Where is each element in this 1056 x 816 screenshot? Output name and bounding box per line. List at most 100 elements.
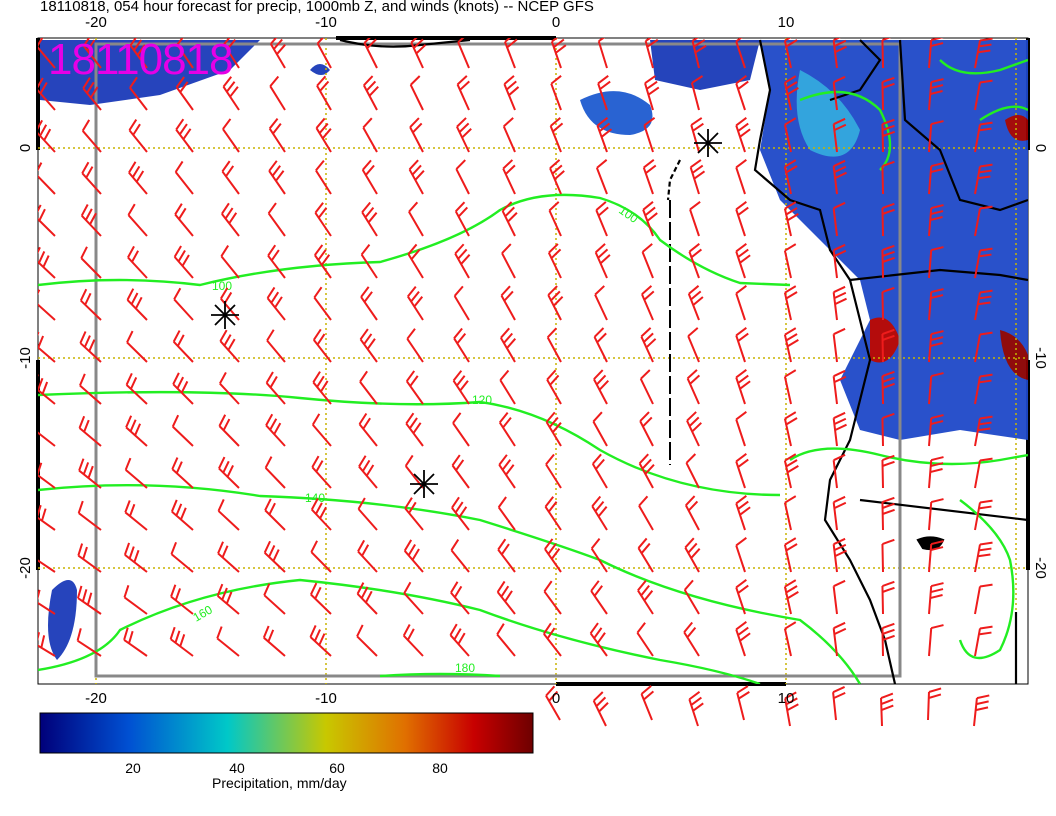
wind-barb	[974, 625, 993, 657]
wind-barbs-outside	[545, 685, 990, 727]
wind-barb	[268, 160, 286, 195]
wind-barb	[974, 38, 993, 69]
wind-barb	[640, 327, 657, 363]
wind-barb	[456, 75, 470, 111]
wind-barb	[125, 372, 148, 405]
wind-barb	[174, 203, 194, 237]
wind-barb	[311, 455, 332, 489]
wind-barb	[315, 117, 332, 153]
lon-tick-top: -10	[315, 14, 337, 31]
wind-barb	[457, 38, 470, 69]
wind-barb	[595, 201, 609, 237]
wind-barb	[504, 38, 518, 69]
contour-180	[379, 672, 501, 678]
wind-barb	[640, 685, 655, 721]
wind-barb	[267, 202, 286, 237]
wind-barb	[176, 38, 194, 69]
wind-barb	[881, 286, 895, 321]
wind-barb	[685, 453, 700, 489]
wind-barb	[783, 159, 798, 195]
wind-barb	[549, 159, 565, 195]
precip-central	[580, 91, 653, 135]
wind-barb	[684, 537, 701, 573]
wind-barb	[218, 414, 240, 447]
wind-barb	[735, 243, 751, 279]
wind-barb	[547, 285, 564, 321]
wind-barb	[361, 201, 378, 237]
wind-barb	[403, 581, 424, 615]
wind-barb	[974, 163, 993, 195]
wind-barb	[82, 38, 102, 69]
wind-barb	[357, 539, 378, 573]
wind-barb	[783, 621, 797, 657]
wind-barb	[38, 501, 56, 531]
wind-barb	[405, 412, 424, 447]
wind-barb	[974, 457, 993, 489]
wind-barb	[783, 327, 799, 363]
wind-barb	[832, 495, 847, 531]
wind-barb	[686, 411, 702, 447]
precip-colorbar	[39, 712, 534, 754]
wind-barb	[357, 497, 378, 531]
wind-barb	[502, 117, 516, 153]
wind-barb	[264, 498, 286, 531]
wind-barb	[79, 331, 102, 363]
wind-barb	[169, 626, 194, 657]
wind-barb	[783, 369, 797, 405]
wind-barb	[123, 585, 148, 615]
wind-barb	[406, 328, 424, 363]
wind-barb	[265, 371, 286, 405]
wind-barb	[881, 412, 895, 447]
wind-barb	[175, 76, 194, 111]
contour-100	[38, 193, 791, 287]
wind-barb	[639, 411, 654, 447]
wind-barb	[592, 691, 609, 727]
wind-barb	[783, 579, 799, 615]
wind-barb	[643, 117, 656, 153]
wind-barb	[880, 692, 894, 727]
wind-barb	[356, 582, 378, 615]
wind-barb	[593, 327, 608, 363]
wind-barb	[38, 416, 56, 447]
wind-barb	[407, 243, 424, 279]
colorbar-tick: 40	[229, 760, 245, 776]
wind-barb	[691, 38, 707, 69]
colorbar-tick: 60	[329, 760, 345, 776]
wind-barb	[543, 622, 562, 657]
svg-text:160: 160	[191, 602, 216, 624]
wind-barb	[358, 455, 378, 489]
wind-barb	[546, 369, 562, 405]
wind-barb	[783, 243, 797, 279]
wind-barb	[783, 117, 797, 153]
contour-label: 100	[212, 279, 232, 293]
wind-barb	[642, 159, 657, 195]
wind-barb	[128, 161, 148, 195]
wind-barb	[77, 500, 102, 531]
wind-barb	[683, 579, 700, 615]
wind-barb	[310, 540, 332, 573]
wind-barb	[687, 327, 700, 363]
lat-tick-left: -20	[17, 557, 34, 579]
wind-barb	[928, 582, 944, 615]
wind-barb	[543, 580, 562, 615]
wind-barb	[361, 159, 378, 195]
wind-barb	[683, 621, 700, 657]
wind-barb	[267, 244, 286, 279]
wind-barb	[927, 687, 942, 721]
wind-barb	[452, 370, 470, 405]
wind-barb	[783, 285, 798, 321]
wind-barb	[832, 201, 846, 237]
wind-barb	[881, 538, 895, 573]
contour-140	[38, 484, 862, 684]
wind-barb	[125, 415, 148, 447]
wind-barb	[310, 497, 332, 531]
wind-barb	[497, 538, 516, 573]
wind-barb	[735, 75, 749, 111]
wind-barb	[974, 247, 993, 279]
wind-barb	[38, 374, 56, 405]
wind-barb	[314, 202, 332, 237]
wind-barb	[449, 623, 470, 657]
wind-barb	[550, 75, 562, 111]
wind-barb	[38, 331, 56, 363]
